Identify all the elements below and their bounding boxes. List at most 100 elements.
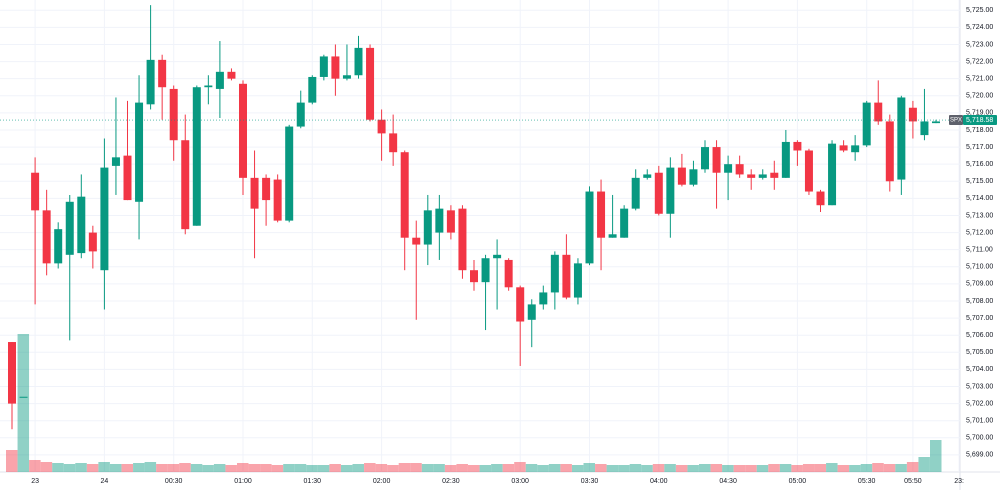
- volume-bar: [260, 464, 272, 472]
- candle-body: [908, 107, 917, 122]
- candle-body: [781, 141, 790, 178]
- volume-bar: [340, 465, 353, 472]
- volume-bar: [548, 464, 561, 472]
- volume-bar: [826, 463, 838, 472]
- candle-body: [620, 208, 629, 238]
- volume-bar: [895, 464, 907, 472]
- last-price-tag: [963, 115, 997, 126]
- candle-body: [377, 119, 386, 134]
- candle-body: [239, 83, 247, 178]
- y-tick-label: 5,711.00: [966, 247, 993, 254]
- candle-body: [539, 292, 548, 305]
- volume-bar: [29, 460, 41, 472]
- candle-body: [585, 191, 594, 264]
- volume-bar: [213, 464, 226, 472]
- candle-body: [701, 147, 709, 170]
- candle-body: [215, 71, 224, 89]
- volume-bar: [641, 465, 653, 472]
- candle-body: [227, 71, 236, 79]
- x-tick-label: 23: [31, 478, 39, 485]
- volume-bar: [52, 463, 64, 472]
- volume-bar: [456, 464, 468, 472]
- volume-bar: [398, 463, 411, 472]
- candle-body: [446, 210, 455, 233]
- candle-body: [181, 140, 190, 230]
- y-tick-label: 5,718.00: [966, 127, 993, 134]
- volume-bar: [387, 465, 399, 472]
- candle-body: [608, 234, 617, 238]
- x-tick-label: 00:30: [165, 478, 183, 485]
- y-tick-label: 5,712.00: [966, 229, 993, 236]
- candle-body: [250, 177, 259, 209]
- y-tick-label: 5,706.00: [966, 332, 993, 339]
- volume-bar: [537, 465, 549, 472]
- candle-body: [100, 167, 109, 271]
- volume-bar: [109, 464, 122, 472]
- candle-body: [793, 141, 802, 151]
- y-tick-label: 5,725.00: [966, 7, 993, 14]
- volume-bar: [595, 464, 607, 472]
- volume-bar: [722, 465, 734, 472]
- candle-body: [192, 87, 201, 226]
- y-tick-label: 5,714.00: [966, 195, 993, 202]
- candle-body: [920, 121, 929, 136]
- volume-bar: [468, 465, 480, 472]
- candle-body: [747, 174, 756, 178]
- volume-bar: [514, 462, 526, 472]
- volume-bar: [687, 465, 699, 472]
- y-tick-label: 5,719.00: [966, 110, 993, 117]
- candle-body: [770, 172, 779, 178]
- candle-body: [8, 342, 16, 404]
- volume-bar: [502, 464, 515, 472]
- candle-body: [331, 56, 340, 79]
- volume-bar: [860, 464, 873, 472]
- volume-bar: [283, 464, 295, 472]
- last-price-label: 5,718.58: [966, 117, 993, 124]
- y-tick-label: 5,717.00: [966, 144, 993, 151]
- candle-body: [77, 196, 86, 254]
- y-tick-label: 5,700.00: [966, 435, 993, 442]
- x-tick-label: 23:: [954, 478, 964, 485]
- candle-body: [527, 304, 536, 320]
- x-tick-label: 02:30: [442, 478, 460, 485]
- candle-body: [816, 191, 825, 206]
- y-tick-label: 5,705.00: [966, 349, 993, 356]
- volume-bar: [352, 464, 364, 472]
- y-tick-label: 5,713.00: [966, 212, 993, 219]
- y-tick-label: 5,720.00: [966, 93, 993, 100]
- volume-bar: [525, 464, 538, 472]
- volume-bar: [849, 465, 861, 472]
- volume-bar: [121, 464, 133, 472]
- candle-body: [897, 97, 906, 180]
- candle-body: [400, 152, 409, 238]
- volume-bar: [63, 464, 76, 472]
- y-tick-label: 5,704.00: [966, 366, 993, 373]
- volume-bar: [583, 463, 595, 472]
- y-tick-label: 5,710.00: [966, 264, 993, 271]
- y-tick-label: 5,708.00: [966, 298, 993, 305]
- x-tick-label: 01:00: [234, 478, 252, 485]
- volume-bar: [675, 465, 688, 472]
- candle-body: [573, 263, 582, 298]
- x-tick-label: 05:30: [858, 478, 876, 485]
- volume-bar: [40, 462, 53, 472]
- volume-bar: [410, 463, 422, 472]
- x-tick-label: 03:00: [511, 478, 529, 485]
- y-tick-label: 5,715.00: [966, 178, 993, 185]
- candle-body: [885, 121, 894, 182]
- candle-body: [423, 210, 432, 245]
- volume-bar: [918, 457, 930, 472]
- candle-body: [666, 167, 675, 214]
- candle-body: [677, 167, 686, 185]
- candle-body: [158, 59, 167, 88]
- volume-bar: [802, 464, 815, 472]
- volume-bar: [664, 464, 676, 472]
- volume-bar: [930, 440, 942, 472]
- volume-bar: [756, 465, 769, 472]
- y-tick-label: 5,703.00: [966, 383, 993, 390]
- volume-bar: [75, 463, 87, 472]
- candle-body: [724, 164, 733, 173]
- volume-bar: [444, 465, 457, 472]
- candle-body: [550, 254, 559, 293]
